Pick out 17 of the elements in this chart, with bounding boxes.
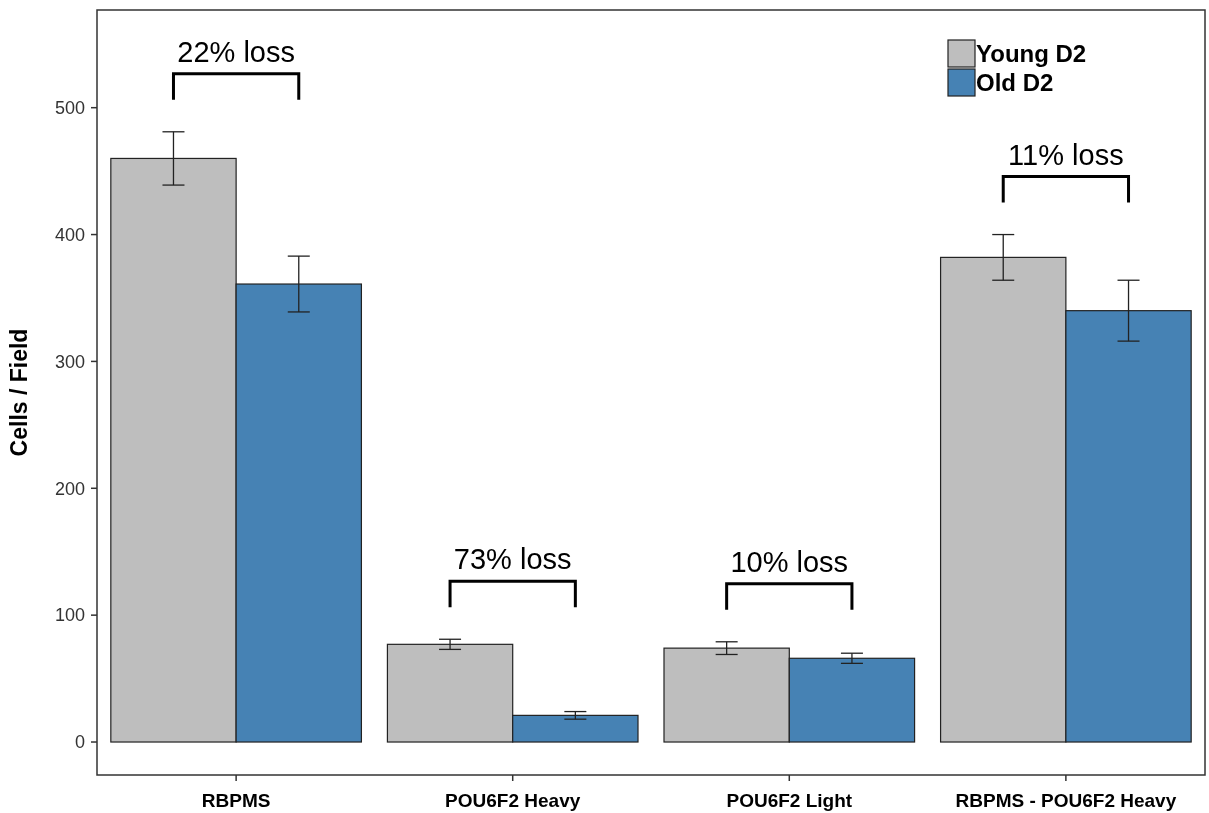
legend-label: Young D2 <box>976 40 1087 67</box>
x-tick-label: POU6F2 Heavy <box>445 790 581 811</box>
annotation: 73% loss <box>453 543 572 576</box>
y-tick-label: 100 <box>54 605 85 626</box>
y-tick-label: 0 <box>74 732 85 753</box>
x-tick-label: RBPMS - POU6F2 Heavy <box>955 790 1177 811</box>
x-tick-label: RBPMS <box>201 790 271 811</box>
y-axis-title: Cells / Field <box>6 328 32 457</box>
y-tick-label: 300 <box>54 351 85 372</box>
y-tick-label: 400 <box>54 224 85 245</box>
legend-label: Old D2 <box>976 69 1054 96</box>
y-tick-label: 200 <box>54 478 85 499</box>
annotation: 11% loss <box>1008 138 1124 171</box>
y-tick-label: 500 <box>54 97 85 118</box>
annotation: 22% loss <box>177 35 295 68</box>
annotation: 10% loss <box>730 545 849 578</box>
x-tick-label: POU6F2 Light <box>726 790 853 811</box>
